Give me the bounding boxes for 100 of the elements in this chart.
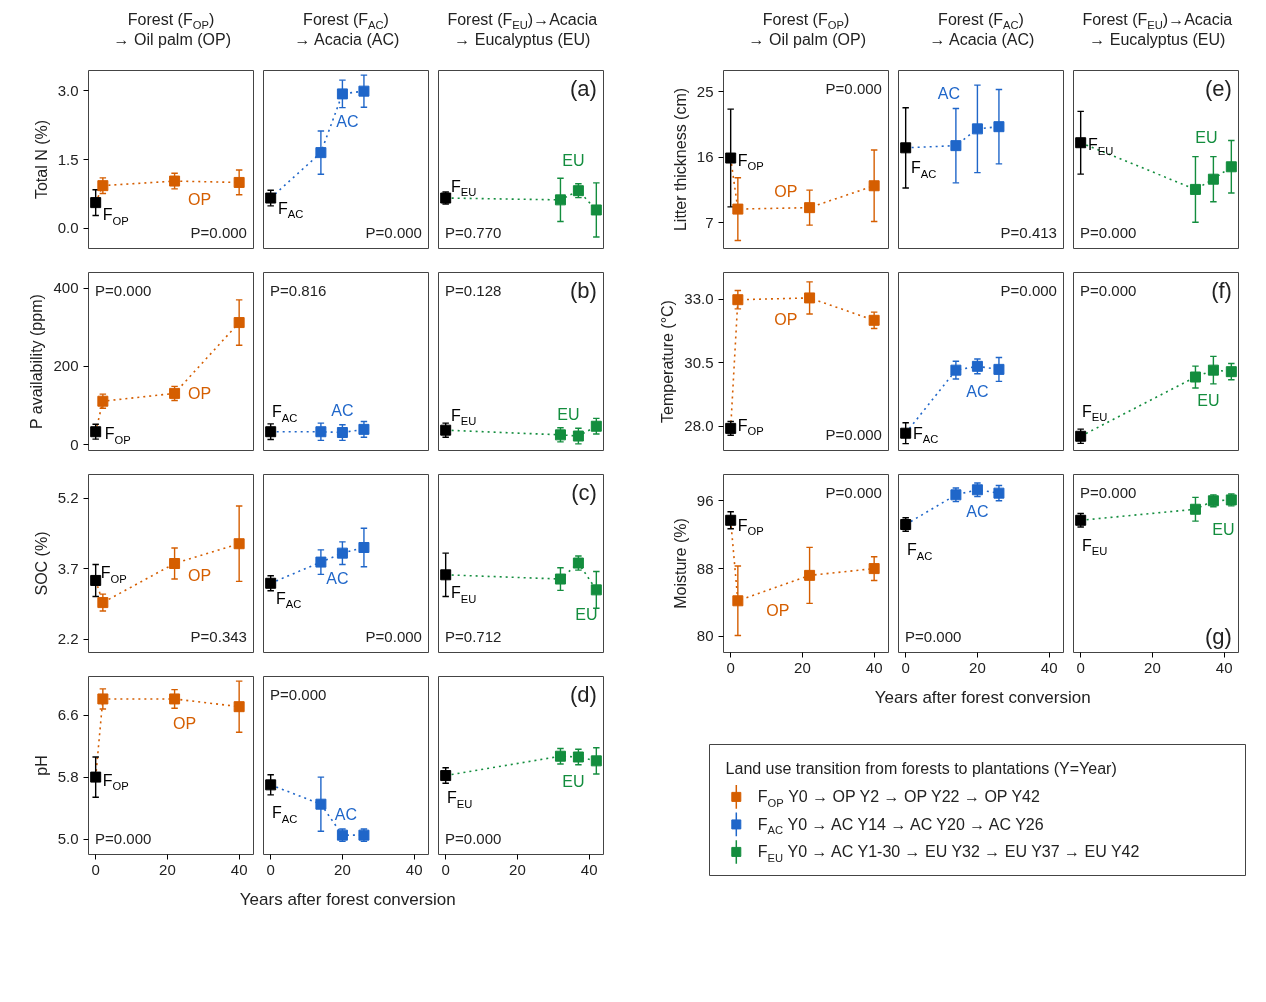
point [971, 123, 983, 135]
point [1225, 161, 1237, 173]
y-axis-title: pH [32, 755, 50, 776]
point [315, 556, 327, 568]
x-tick-label: 40 [230, 860, 248, 878]
annotation: EU [562, 152, 585, 170]
point [315, 147, 327, 159]
annotation: P=0.000 [825, 483, 882, 501]
point [440, 569, 452, 581]
annotation: EU [1212, 521, 1235, 539]
x-tick-label: 20 [1144, 658, 1161, 676]
annotation: P=0.816 [270, 281, 327, 299]
annotation: P=0.343 [190, 627, 247, 645]
y-axis-title: Moisture (%) [671, 518, 689, 609]
annotation: P=0.712 [445, 627, 502, 645]
annotation: P=0.000 [825, 79, 882, 97]
y-tick-label: 1.5 [57, 150, 79, 168]
y-tick-label: 5.0 [57, 830, 79, 848]
annotation: AC [336, 113, 359, 131]
point [868, 180, 880, 192]
point [590, 204, 602, 216]
annotation: P=0.000 [445, 829, 502, 847]
annotation: OP [774, 182, 798, 200]
y-tick-label: 96 [696, 491, 714, 509]
x-tick-label: 40 [405, 860, 423, 878]
annotation: (f) [1211, 277, 1232, 303]
annotation: OP [774, 311, 798, 329]
y-tick-label: 0.0 [57, 219, 79, 237]
y-tick-label: 5.8 [57, 768, 79, 786]
y-tick-label: 200 [53, 357, 79, 375]
point [233, 538, 245, 550]
point [233, 701, 245, 713]
y-tick-label: 30.5 [684, 353, 714, 371]
point [358, 541, 370, 553]
point [572, 430, 584, 442]
point [590, 755, 602, 767]
x-tick-label: 40 [865, 658, 883, 676]
annotation: P=0.413 [1000, 223, 1057, 241]
point [554, 750, 566, 762]
x-tick-label: 40 [1215, 658, 1233, 676]
point [90, 771, 102, 783]
annotation: (c) [571, 479, 597, 505]
annotation: P=0.000 [365, 627, 422, 645]
text: Land use transition from forests to plantations (Y=Year) [725, 759, 1117, 777]
point [1189, 371, 1201, 383]
annotation: OP [188, 567, 212, 584]
y-tick-label: 5.2 [57, 489, 79, 507]
y-axis-title: Litter thickness (cm) [671, 87, 689, 232]
point [336, 88, 348, 100]
y-tick-label: 25 [696, 82, 714, 100]
annotation: P=0.000 [1080, 281, 1137, 299]
point [554, 573, 566, 585]
x-tick-label: 20 [794, 658, 811, 676]
annotation: (a) [570, 75, 597, 101]
point [1075, 137, 1087, 149]
x-axis-title: Years after forest conversion [874, 688, 1091, 707]
point [554, 194, 566, 206]
point [732, 595, 744, 607]
x-tick-label: 40 [1040, 658, 1058, 676]
x-tick-label: 20 [969, 658, 986, 676]
point [804, 569, 816, 581]
point [233, 317, 245, 329]
y-tick-label: 400 [53, 279, 79, 297]
annotation: (d) [570, 681, 597, 707]
point [950, 140, 962, 152]
point [725, 152, 737, 164]
x-tick-label: 20 [509, 860, 526, 878]
point [90, 197, 102, 209]
annotation: P=0.000 [905, 627, 962, 645]
point [169, 558, 181, 569]
point [732, 294, 744, 306]
point [993, 487, 1005, 499]
point [169, 693, 181, 705]
point [97, 693, 109, 705]
y-tick-label: 6.6 [57, 706, 79, 724]
annotation: EU [557, 405, 580, 423]
point [590, 584, 602, 596]
x-tick-label: 0 [266, 860, 275, 878]
x-axis-title: Years after forest conversion [239, 890, 456, 909]
point [900, 427, 912, 439]
annotation: (b) [570, 277, 597, 303]
y-tick-label: 0 [70, 435, 79, 453]
x-tick-label: 0 [91, 860, 100, 878]
annotation: P=0.000 [365, 223, 422, 241]
annotation: AC [966, 503, 989, 521]
point [1207, 173, 1219, 185]
annotation: AC [326, 569, 349, 587]
annotation: EU [575, 606, 598, 624]
annotation: EU [1195, 128, 1218, 146]
annotation: AC [331, 402, 354, 419]
point [358, 85, 370, 97]
point [950, 364, 962, 376]
annotation: AC [937, 85, 961, 103]
x-tick-label: 0 [726, 658, 735, 676]
y-tick-label: 7 [705, 213, 714, 231]
point [97, 597, 109, 609]
annotation: OP [766, 602, 790, 620]
point [993, 363, 1005, 375]
point [804, 292, 816, 304]
y-tick-label: 16 [696, 148, 714, 166]
